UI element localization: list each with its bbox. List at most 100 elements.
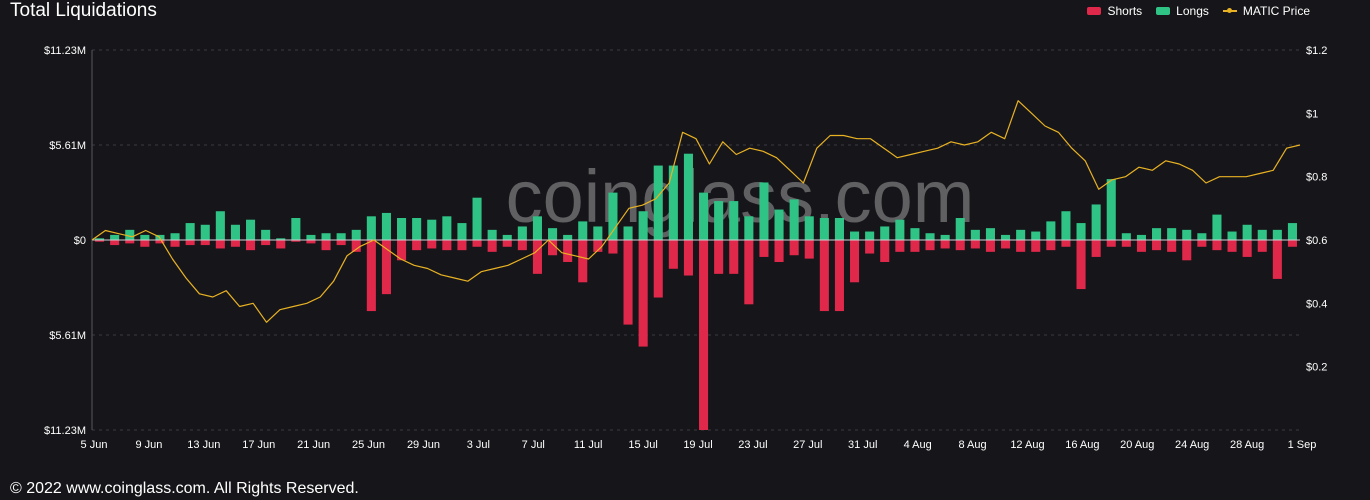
longs-bar[interactable] [608,192,618,240]
longs-bar[interactable] [110,234,120,240]
longs-bar[interactable] [880,226,890,240]
longs-bar[interactable] [140,234,150,240]
shorts-bar[interactable] [850,240,860,283]
shorts-bar[interactable] [502,240,512,247]
shorts-bar[interactable] [1167,240,1177,252]
shorts-bar[interactable] [95,240,105,242]
shorts-bar[interactable] [276,240,286,249]
shorts-bar[interactable] [1287,240,1297,247]
legend-item-price[interactable]: MATIC Price [1222,4,1310,18]
longs-bar[interactable] [200,224,210,240]
longs-bar[interactable] [170,233,180,240]
longs-bar[interactable] [95,238,105,240]
legend-item-longs[interactable]: Longs [1156,4,1209,18]
longs-bar[interactable] [1197,233,1207,240]
shorts-bar[interactable] [442,240,452,251]
longs-bar[interactable] [548,228,558,240]
shorts-bar[interactable] [834,240,844,312]
shorts-bar[interactable] [427,240,437,249]
longs-bar[interactable] [291,218,301,240]
shorts-bar[interactable] [1182,240,1192,261]
longs-bar[interactable] [699,192,709,240]
shorts-bar[interactable] [729,240,739,274]
longs-bar[interactable] [578,221,588,240]
shorts-bar[interactable] [1061,240,1071,247]
longs-bar[interactable] [895,219,905,240]
shorts-bar[interactable] [819,240,829,312]
shorts-bar[interactable] [623,240,633,325]
shorts-bar[interactable] [653,240,663,298]
shorts-bar[interactable] [140,240,150,247]
shorts-bar[interactable] [638,240,648,347]
longs-bar[interactable] [714,201,724,240]
longs-bar[interactable] [1272,229,1282,240]
longs-bar[interactable] [1016,229,1026,240]
longs-bar[interactable] [1167,228,1177,240]
longs-bar[interactable] [563,234,573,240]
shorts-bar[interactable] [170,240,180,247]
longs-bar[interactable] [397,218,407,240]
shorts-bar[interactable] [457,240,467,251]
longs-bar[interactable] [1242,224,1252,240]
longs-bar[interactable] [970,229,980,240]
longs-bar[interactable] [185,223,195,240]
longs-bar[interactable] [1152,228,1162,240]
shorts-bar[interactable] [366,240,376,312]
longs-bar[interactable] [1106,179,1116,240]
shorts-bar[interactable] [593,240,603,252]
shorts-bar[interactable] [321,240,331,251]
shorts-bar[interactable] [608,240,618,254]
longs-bar[interactable] [366,216,376,240]
shorts-bar[interactable] [1152,240,1162,251]
longs-bar[interactable] [744,216,754,240]
shorts-bar[interactable] [336,240,346,246]
longs-bar[interactable] [1182,229,1192,240]
longs-bar[interactable] [865,231,875,240]
shorts-bar[interactable] [1106,240,1116,247]
longs-bar[interactable] [502,234,512,240]
shorts-bar[interactable] [412,240,422,251]
longs-bar[interactable] [910,228,920,240]
shorts-bar[interactable] [1242,240,1252,257]
longs-bar[interactable] [593,226,603,240]
shorts-bar[interactable] [714,240,724,274]
shorts-bar[interactable] [230,240,240,247]
longs-bar[interactable] [336,233,346,240]
longs-bar[interactable] [1031,231,1041,240]
shorts-bar[interactable] [699,240,709,430]
shorts-bar[interactable] [668,240,678,269]
longs-bar[interactable] [427,219,437,240]
shorts-bar[interactable] [880,240,890,262]
longs-bar[interactable] [638,211,648,240]
longs-bar[interactable] [1091,204,1101,240]
shorts-bar[interactable] [1046,240,1056,251]
shorts-bar[interactable] [578,240,588,283]
shorts-bar[interactable] [865,240,875,254]
longs-bar[interactable] [412,218,422,240]
shorts-bar[interactable] [1227,240,1237,252]
shorts-bar[interactable] [1257,240,1267,252]
longs-bar[interactable] [1257,229,1267,240]
longs-bar[interactable] [351,229,361,240]
longs-bar[interactable] [381,212,391,240]
shorts-bar[interactable] [246,240,256,251]
shorts-bar[interactable] [940,240,950,249]
longs-bar[interactable] [804,216,814,240]
longs-bar[interactable] [1136,234,1146,240]
shorts-bar[interactable] [1136,240,1146,252]
shorts-bar[interactable] [110,240,120,246]
shorts-bar[interactable] [306,240,316,244]
shorts-bar[interactable] [261,240,271,246]
shorts-bar[interactable] [397,240,407,261]
longs-bar[interactable] [230,224,240,240]
longs-bar[interactable] [442,216,452,240]
shorts-bar[interactable] [1031,240,1041,252]
longs-bar[interactable] [1121,233,1131,240]
longs-bar[interactable] [532,216,542,240]
shorts-bar[interactable] [563,240,573,262]
longs-bar[interactable] [623,226,633,240]
shorts-bar[interactable] [155,240,165,244]
longs-bar[interactable] [985,228,995,240]
shorts-bar[interactable] [804,240,814,259]
longs-bar[interactable] [517,226,527,240]
